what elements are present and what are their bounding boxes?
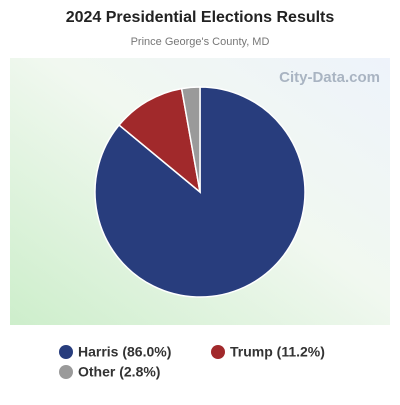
chart-subtitle: Prince George's County, MD — [131, 36, 270, 48]
legend-marker — [59, 365, 73, 379]
legend-marker — [59, 345, 73, 359]
chart-title: 2024 Presidential Elections Results — [66, 9, 335, 26]
legend-label: Trump (11.2%) — [230, 344, 325, 360]
legend-label: Other (2.8%) — [78, 364, 160, 380]
legend-label: Harris (86.0%) — [78, 344, 171, 360]
legend-marker — [211, 345, 225, 359]
pie-slice — [180, 86, 201, 193]
watermark: City-Data.com — [279, 69, 380, 86]
pie-slice — [118, 87, 202, 194]
